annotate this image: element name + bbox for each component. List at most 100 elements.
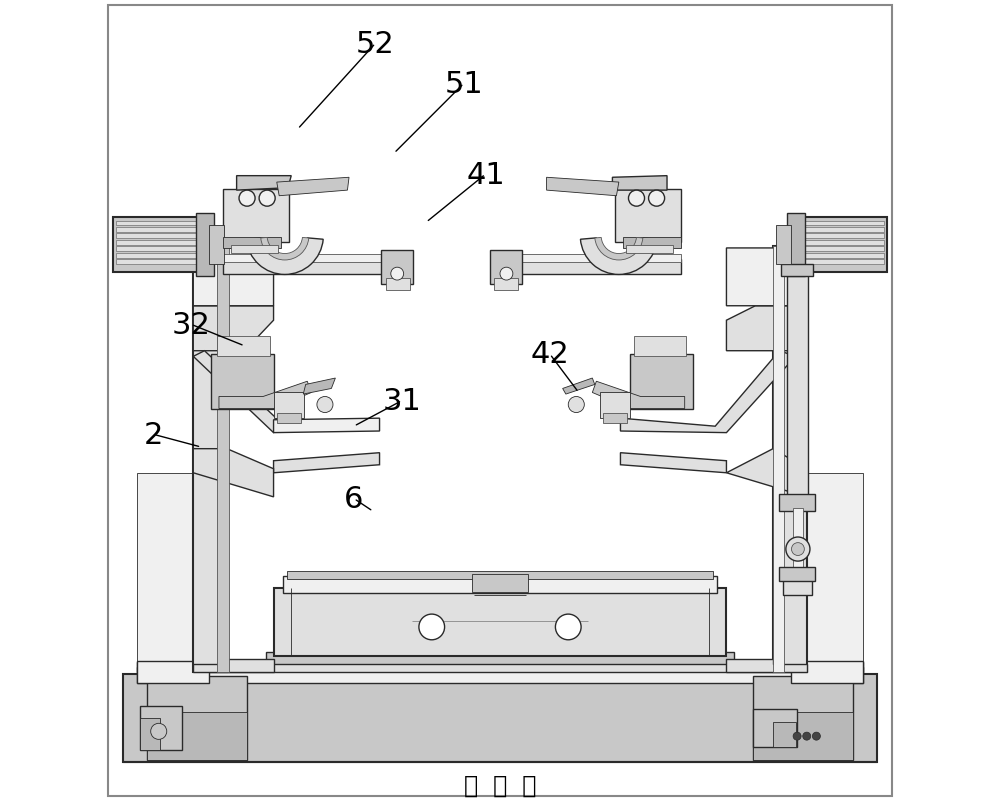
Bar — [796, 247, 884, 252]
Bar — [274, 393, 304, 419]
Text: 31: 31 — [383, 387, 421, 415]
Circle shape — [555, 614, 581, 640]
Bar — [196, 214, 214, 277]
Bar — [137, 661, 209, 683]
Bar — [792, 218, 887, 273]
Bar — [490, 251, 522, 285]
Bar — [796, 228, 884, 233]
Polygon shape — [237, 176, 291, 191]
Polygon shape — [620, 453, 726, 473]
Polygon shape — [612, 176, 667, 191]
Bar — [807, 473, 863, 672]
Polygon shape — [726, 659, 807, 672]
Bar — [209, 226, 224, 265]
Bar — [773, 722, 796, 747]
Bar — [776, 226, 791, 265]
Polygon shape — [547, 178, 619, 196]
Text: 41: 41 — [466, 160, 505, 189]
Circle shape — [391, 268, 404, 281]
Bar — [123, 674, 877, 762]
Bar — [615, 190, 681, 242]
Circle shape — [803, 732, 811, 740]
Text: 2: 2 — [143, 420, 163, 449]
Wedge shape — [580, 238, 657, 275]
Circle shape — [649, 191, 665, 207]
Circle shape — [500, 268, 513, 281]
Wedge shape — [595, 238, 643, 261]
Circle shape — [793, 732, 801, 740]
Bar — [512, 255, 681, 263]
Text: 6: 6 — [344, 484, 364, 513]
Circle shape — [239, 191, 255, 207]
Bar — [211, 354, 274, 409]
Polygon shape — [726, 449, 807, 497]
Text: 51: 51 — [444, 70, 483, 99]
Bar — [603, 414, 627, 423]
Wedge shape — [261, 238, 309, 261]
Bar — [381, 251, 413, 285]
Polygon shape — [193, 449, 274, 497]
Bar — [147, 712, 247, 760]
Bar — [793, 508, 803, 571]
Bar — [137, 473, 193, 672]
Bar — [116, 241, 204, 245]
Bar — [796, 221, 884, 226]
Circle shape — [628, 191, 645, 207]
Bar — [217, 337, 270, 357]
Circle shape — [317, 397, 333, 413]
Bar — [266, 652, 734, 664]
Circle shape — [791, 543, 804, 556]
Polygon shape — [193, 351, 285, 433]
Bar — [283, 576, 717, 593]
Bar — [791, 661, 863, 683]
Bar — [140, 718, 160, 750]
Polygon shape — [193, 249, 274, 306]
Polygon shape — [274, 453, 380, 473]
Bar — [512, 260, 681, 274]
Bar — [231, 245, 278, 253]
Polygon shape — [303, 379, 335, 395]
Bar — [623, 237, 681, 249]
Bar — [753, 676, 853, 760]
Bar — [630, 354, 693, 409]
Bar — [472, 574, 528, 592]
Bar — [781, 265, 813, 277]
Bar — [147, 676, 247, 760]
Bar — [634, 337, 686, 357]
Polygon shape — [193, 659, 274, 672]
Circle shape — [568, 397, 584, 413]
Text: 32: 32 — [171, 310, 210, 339]
Polygon shape — [193, 306, 274, 351]
Polygon shape — [277, 178, 349, 196]
Bar — [116, 253, 204, 258]
Wedge shape — [246, 238, 323, 275]
Bar — [116, 228, 204, 233]
Bar — [116, 260, 204, 265]
Polygon shape — [219, 382, 311, 409]
Text: 操  作  面: 操 作 面 — [464, 772, 536, 796]
Polygon shape — [726, 306, 807, 351]
Bar — [223, 260, 392, 274]
Text: 42: 42 — [530, 340, 569, 369]
Polygon shape — [563, 379, 595, 395]
Bar — [779, 494, 815, 512]
Circle shape — [151, 723, 167, 739]
Bar — [783, 577, 812, 595]
Bar — [773, 247, 807, 672]
Bar — [787, 214, 805, 277]
Bar — [223, 255, 392, 263]
Bar — [796, 260, 884, 265]
Polygon shape — [592, 382, 685, 409]
Bar — [223, 237, 281, 249]
Circle shape — [786, 537, 810, 561]
Circle shape — [419, 614, 445, 640]
Bar — [494, 278, 518, 290]
Bar — [753, 712, 853, 760]
Bar — [779, 567, 815, 581]
Bar — [137, 662, 863, 672]
Text: 52: 52 — [356, 30, 395, 59]
Bar — [600, 393, 630, 419]
Bar — [773, 247, 784, 672]
Polygon shape — [726, 249, 807, 306]
Bar — [217, 247, 229, 672]
